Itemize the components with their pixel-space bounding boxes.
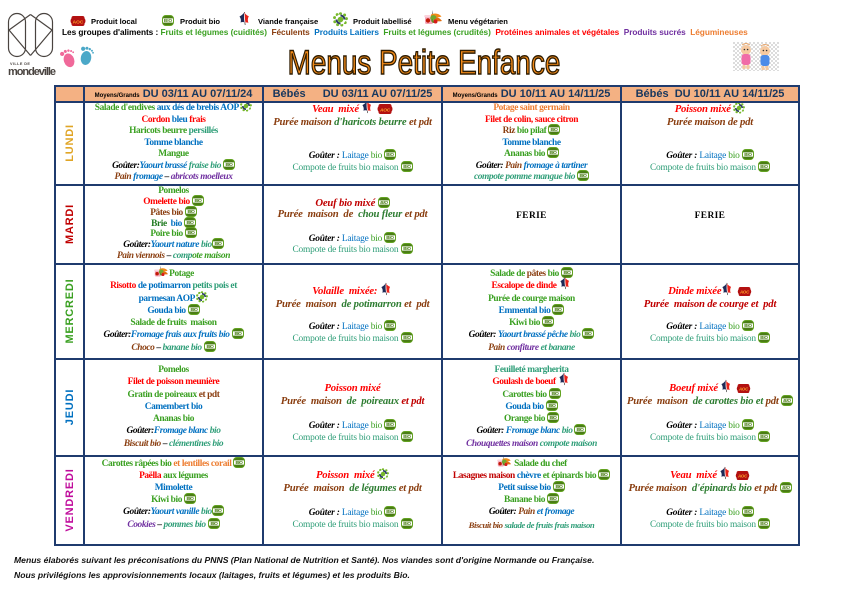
svg-text:VILLE DE: VILLE DE	[10, 62, 30, 66]
svg-text:mondeville: mondeville	[8, 66, 56, 78]
